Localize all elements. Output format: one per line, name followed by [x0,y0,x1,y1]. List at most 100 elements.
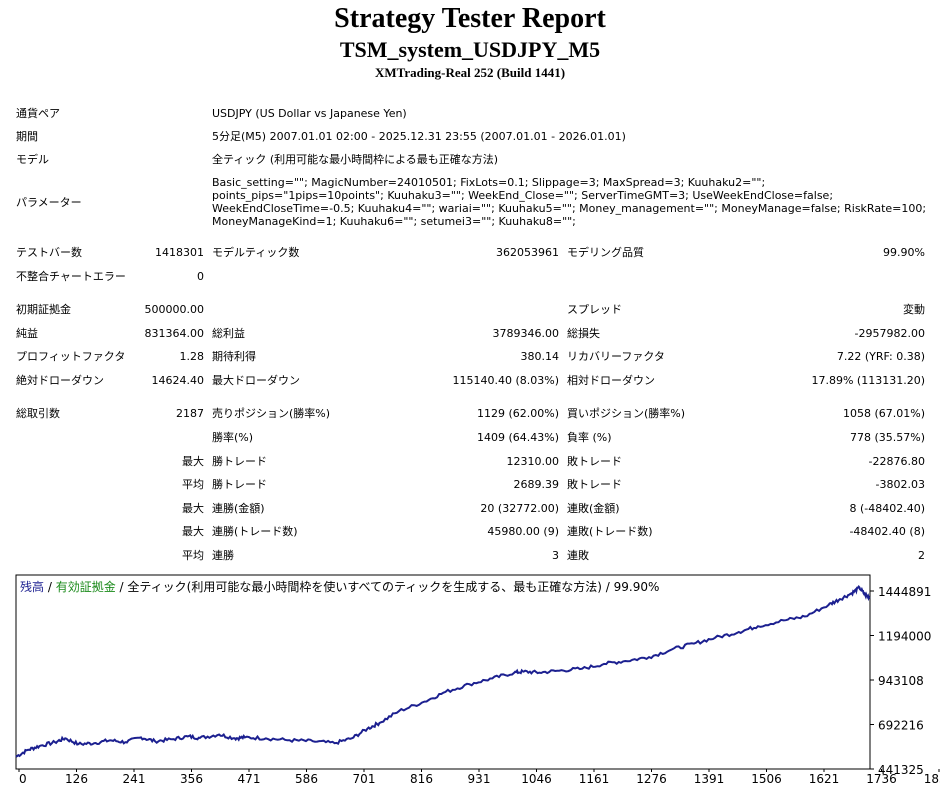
spread-label: スプレッド [567,303,622,316]
gross-loss-label: 総損失 [567,327,600,340]
expected-label: 期待利得 [212,350,256,363]
short-label: 売りポジション(勝率%) [212,407,331,420]
long-value: 1058 (67.01%) [842,407,925,420]
x-tick-label: 1276 [636,772,667,786]
net-value: 831364.00 [144,327,205,340]
avg-cons-win-value: 3 [552,549,559,562]
avg-loss-value: -3802.03 [875,478,925,491]
y-tick-label: 441325 [878,763,924,777]
avg-win-value: 2689.39 [513,478,560,491]
period-label: 期間 [16,130,38,143]
cons-loss-cnt-label: 連敗(トレード数) [567,525,653,538]
bars-label: テストバー数 [16,246,82,259]
avg-win-label: 勝トレード [212,478,267,491]
max-win-prefix: 最大 [182,455,204,468]
balance-line [15,585,871,758]
deposit-value: 500000.00 [144,303,205,316]
plot-frame [15,574,871,770]
spread-value: 変動 [903,303,925,316]
cons-wins-amt-label: 連勝(金額) [212,502,265,515]
quality-label: モデリング品質 [567,246,644,259]
lossrate-value: 778 (35.57%) [849,431,925,444]
x-tick-label: 1161 [579,772,610,786]
max-dd-label: 最大ドローダウン [212,374,300,387]
max-loss-value: -22876.80 [868,455,925,468]
gross-profit-value: 3789346.00 [492,327,559,340]
pf-value: 1.28 [179,350,205,363]
x-tick-label: 1736 [866,772,897,786]
legend-balance: 残高 [20,580,45,594]
avg-loss-label: 敗トレード [567,478,622,491]
report-title: Strategy Tester Report [334,3,606,34]
y-tick-label: 692216 [878,719,924,733]
params-value: Basic_setting=""; MagicNumber=24010501; … [212,176,927,228]
max-loss-label: 敗トレード [567,455,622,468]
x-tick-label: 0 [19,772,27,786]
abs-dd-label: 絶対ドローダウン [16,374,104,387]
balance-chart: 1444891 1194000 943108 692216 441325 0 126 241 3… [15,574,940,786]
x-tick-label: 931 [468,772,491,786]
cons-loss-amt-value: 8 (-48402.40) [849,502,925,515]
y-tick-label: 1194000 [878,630,931,644]
cons-wins-amt-value: 20 (32772.00) [480,502,559,515]
legend-equity: 有効証拠金 [55,580,116,594]
mismatch-label: 不整合チャートエラー [16,270,126,283]
abs-dd-value: 14624.40 [151,374,205,387]
max-dd-value: 115140.40 (8.03%) [452,374,559,387]
cons-wins-cnt-prefix: 最大 [182,525,204,538]
ticks-value: 362053961 [496,246,559,259]
params-label: パラメーター [16,196,82,209]
gross-loss-value: -2957982.00 [854,327,925,340]
deposit-label: 初期証拠金 [16,303,71,316]
period-value: 5分足(M5) 2007.01.01 02:00 - 2025.12.31 23… [212,130,626,143]
symbol-value: USDJPY (US Dollar vs Japanese Yen) [212,107,407,120]
x-tick-label: 241 [123,772,146,786]
x-tick-label: 701 [353,772,376,786]
chart-legend: 残高 / 有効証拠金 / 全ティック(利用可能な最小時間枠を使いすべてのティック… [20,578,659,595]
net-label: 純益 [16,327,38,340]
expected-value: 380.14 [520,350,560,363]
winrate-label: 勝率(%) [212,431,254,444]
avg-win-prefix: 平均 [182,478,204,491]
x-tick-label: 816 [410,772,433,786]
ticks-label: モデルティック数 [212,246,300,259]
x-tick-label: 356 [180,772,203,786]
x-tick-label: 471 [238,772,261,786]
legend-separator: / [44,580,56,594]
avg-cons-win-prefix: 平均 [182,549,204,562]
long-label: 買いポジション(勝率%) [567,407,686,420]
x-tick-label: 1391 [694,772,725,786]
max-win-label: 勝トレード [212,455,267,468]
lossrate-label: 負率 (%) [567,431,612,444]
model-value: 全ティック (利用可能な最小時間枠による最も正確な方法) [212,153,499,166]
total-trades-value: 2187 [176,407,204,420]
y-tick-label: 943108 [878,674,924,688]
cons-wins-cnt-value: 45980.00 (9) [487,525,559,538]
report-build: XMTrading-Real 252 (Build 1441) [374,65,566,80]
gross-profit-label: 総利益 [212,327,245,340]
x-tick-label: 1621 [809,772,840,786]
avg-cons-win-label: 連勝 [212,549,234,562]
recovery-value: 7.22 (YRF: 0.38) [836,350,925,363]
model-label: モデル [16,153,49,166]
legend-model: 全ティック(利用可能な最小時間枠を使いすべてのティックを生成する、最も正確な方法… [127,580,660,594]
cons-wins-cnt-label: 連勝(トレード数) [212,525,298,538]
avg-cons-loss-value: 2 [918,549,925,562]
legend-separator: / [115,580,128,594]
x-tick-label: 126 [65,772,88,786]
x-tick-label: 1506 [751,772,782,786]
total-trades-label: 総取引数 [16,407,60,420]
max-win-value: 12310.00 [506,455,560,468]
report-subtitle: TSM_system_USDJPY_M5 [339,37,601,62]
x-tick-label: 1851 [924,772,940,786]
rel-dd-label: 相対ドローダウン [567,374,655,387]
quality-value: 99.90% [883,246,925,259]
x-tick-label: 586 [295,772,318,786]
pf-label: プロフィットファクタ [16,350,126,363]
cons-wins-amt-prefix: 最大 [182,502,204,515]
cons-loss-cnt-value: -48402.40 (8) [849,525,925,538]
winrate-value: 1409 (64.43%) [476,431,559,444]
short-value: 1129 (62.00%) [476,407,559,420]
cons-loss-amt-label: 連敗(金額) [567,502,620,515]
mismatch-value: 0 [197,270,204,283]
